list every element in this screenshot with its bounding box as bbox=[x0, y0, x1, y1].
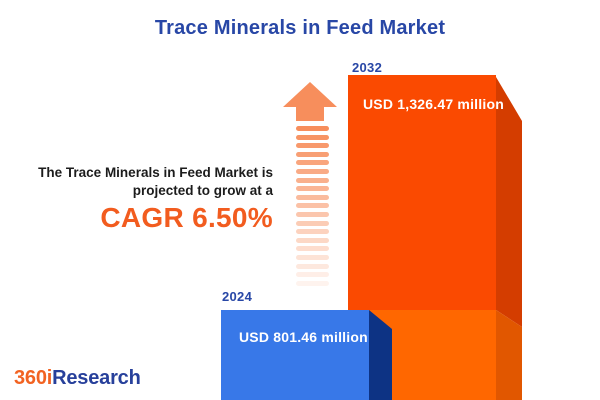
arrow-stripe bbox=[296, 246, 329, 252]
arrow-stripe bbox=[296, 134, 329, 140]
company-logo: 360iResearch bbox=[14, 367, 141, 390]
arrow-stripe bbox=[296, 220, 329, 226]
annotation-line-1: The Trace Minerals in Feed Market is bbox=[38, 165, 273, 180]
annotation-line-2: projected to grow at a bbox=[132, 182, 273, 198]
bar-2024 bbox=[221, 310, 392, 400]
arrow-stripe bbox=[296, 272, 329, 278]
bar-2032-side-top-segment bbox=[496, 77, 522, 327]
arrow-stripe bbox=[296, 160, 329, 166]
logo-part-research: Research bbox=[52, 367, 141, 389]
cagr-value: CAGR 6.50% bbox=[100, 202, 273, 233]
arrow-stripe bbox=[296, 151, 329, 157]
arrow-stripe bbox=[296, 126, 329, 131]
up-arrow-icon bbox=[283, 82, 337, 121]
arrow-stripe bbox=[296, 211, 329, 217]
arrow-stripe bbox=[296, 194, 329, 200]
arrow-stripe bbox=[296, 280, 329, 286]
arrow-stripe bbox=[296, 237, 329, 243]
bar-2032-year-label: 2032 bbox=[352, 60, 383, 75]
bar-2032-side-bottom-segment bbox=[496, 310, 522, 400]
arrow-stripe bbox=[296, 229, 329, 235]
arrow-stripe bbox=[296, 263, 329, 269]
arrow-stripe bbox=[296, 186, 329, 192]
growth-annotation: The Trace Minerals in Feed Market is pro… bbox=[0, 164, 273, 233]
logo-part-360i: 360i bbox=[14, 367, 53, 389]
arrow-stripe bbox=[296, 143, 329, 149]
arrow-stripe bbox=[296, 168, 329, 174]
arrow-shaft-stripes bbox=[296, 126, 329, 289]
bar-2024-year-label: 2024 bbox=[222, 289, 253, 304]
bar-2024-value-label: USD 801.46 million bbox=[239, 329, 368, 345]
arrow-stripe bbox=[296, 254, 329, 260]
bar-2024-side-face bbox=[369, 310, 392, 400]
arrow-stripe bbox=[296, 203, 329, 209]
page-title: Trace Minerals in Feed Market bbox=[154, 17, 446, 39]
bar-2032 bbox=[348, 75, 522, 400]
arrow-stripe bbox=[296, 177, 329, 183]
bar-2032-front-top-segment bbox=[348, 75, 496, 310]
bar-2032-value-label: USD 1,326.47 million bbox=[363, 96, 504, 112]
bar-2024-front-face bbox=[221, 310, 369, 400]
